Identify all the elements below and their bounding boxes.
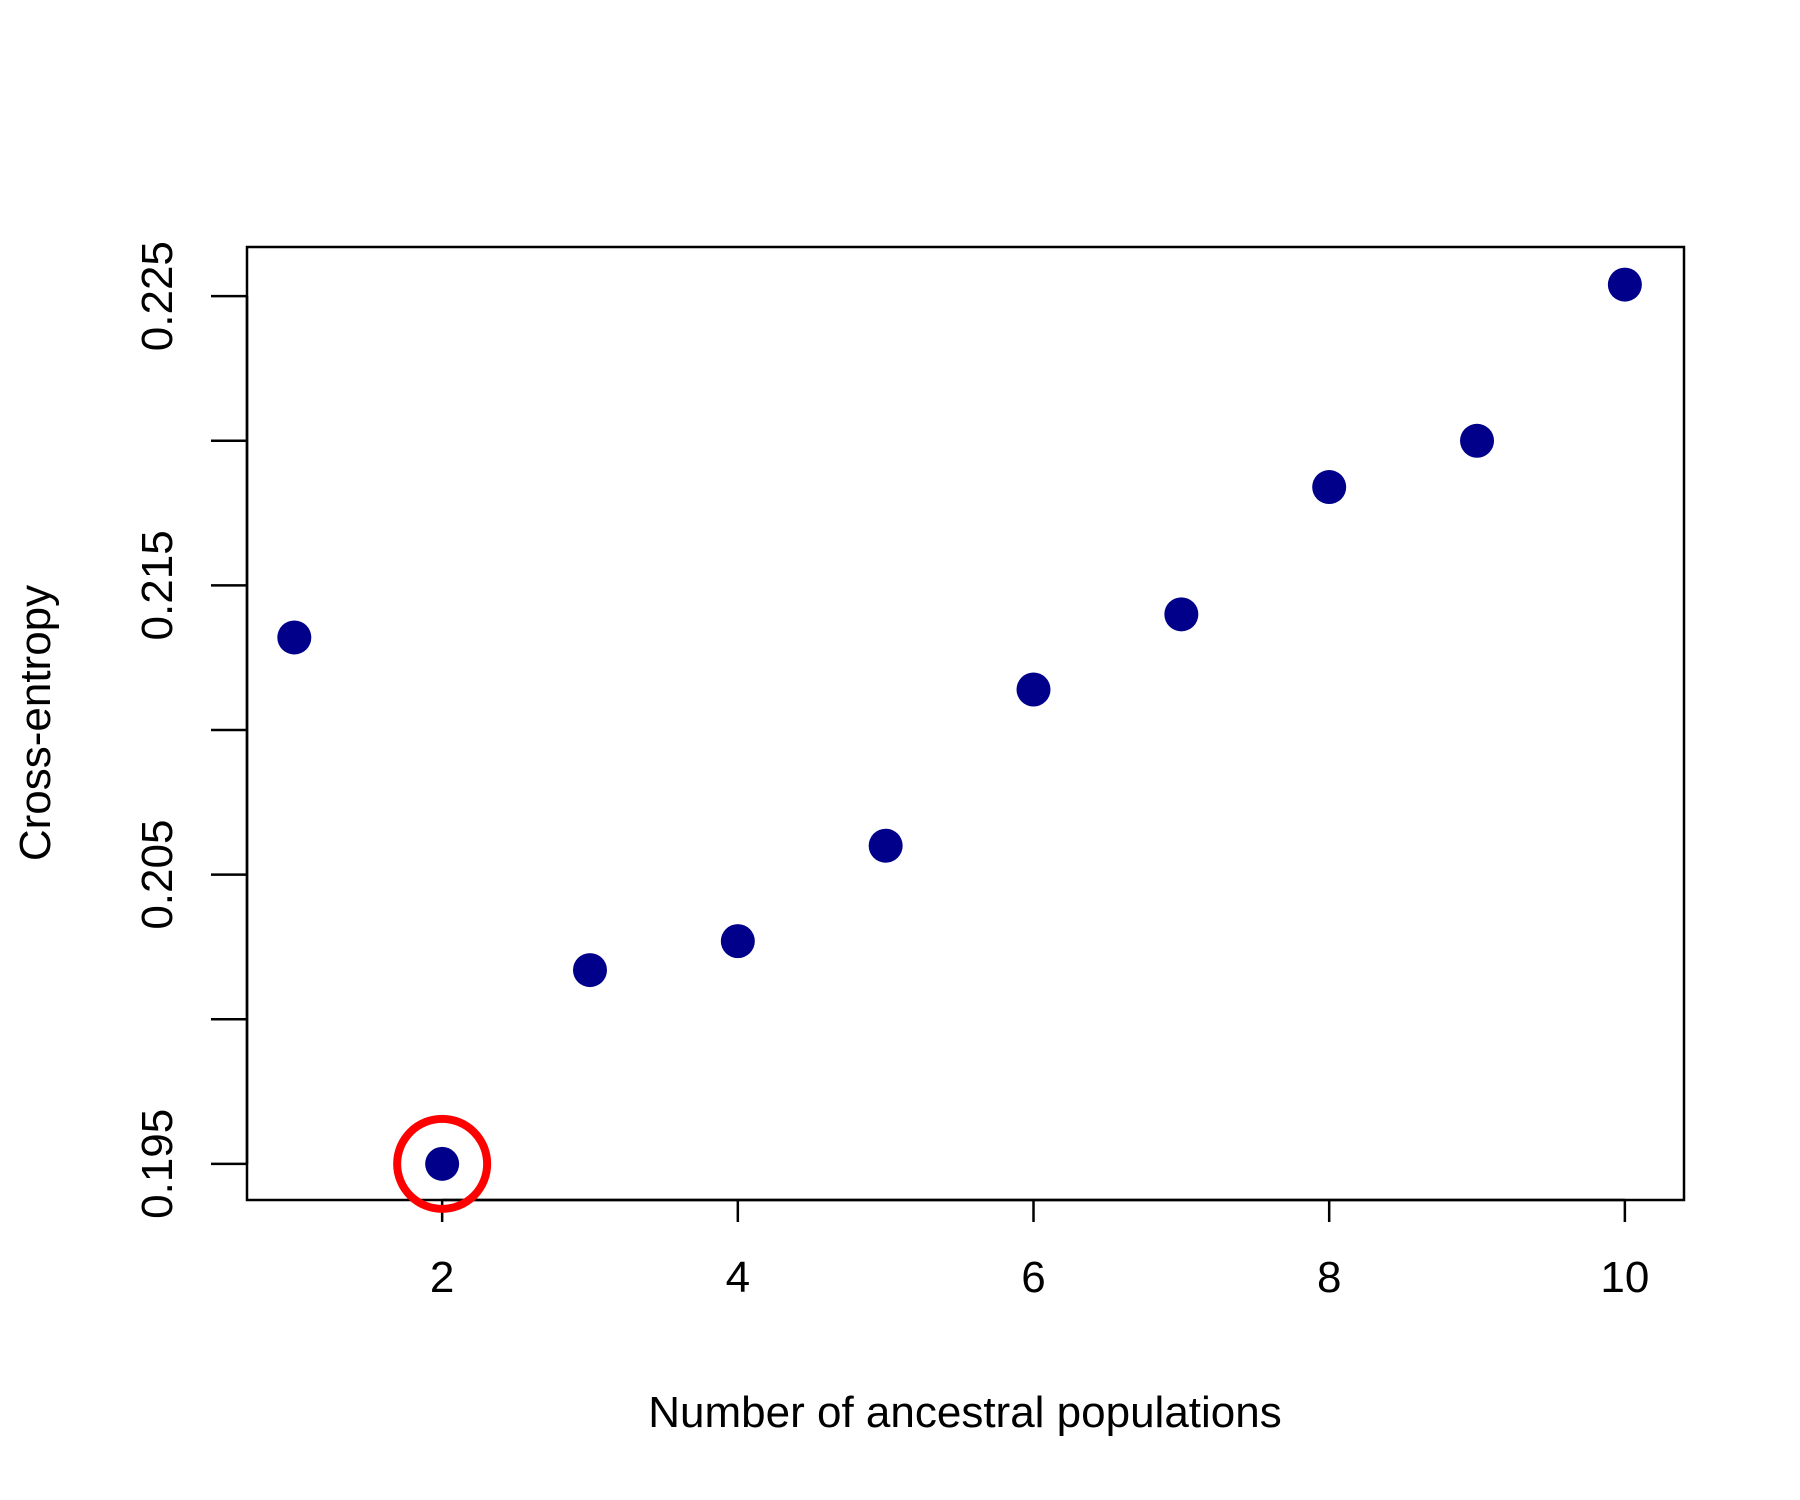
x-tick-label: 2 [430, 1253, 454, 1302]
y-axis: 0.195 0.205 0.215 0.225 [133, 241, 249, 1219]
data-point [720, 924, 755, 959]
data-point [1460, 423, 1495, 458]
y-tick-label: 0.225 [133, 241, 182, 351]
data-points [277, 267, 1642, 1181]
data-point [868, 828, 903, 863]
y-tick-label: 0.215 [133, 530, 182, 640]
y-tick-label: 0.205 [133, 820, 182, 930]
x-tick-label: 8 [1317, 1253, 1341, 1302]
x-axis: 2 4 6 8 10 [430, 1198, 1649, 1302]
data-point [1164, 597, 1199, 632]
x-tick-label: 10 [1600, 1253, 1649, 1302]
x-tick-label: 4 [726, 1253, 750, 1302]
data-point [1312, 470, 1347, 505]
y-tick-label: 0.195 [133, 1109, 182, 1219]
data-point [572, 953, 607, 988]
data-point [277, 620, 312, 655]
annotations [393, 1114, 492, 1213]
x-axis-title: Number of ancestral populations [648, 1388, 1281, 1437]
highlight-circle [393, 1114, 492, 1213]
data-point [1607, 267, 1642, 302]
y-axis-title: Cross-entropy [11, 585, 60, 861]
data-point [1016, 672, 1051, 707]
x-tick-label: 6 [1021, 1253, 1045, 1302]
data-point [425, 1146, 460, 1181]
